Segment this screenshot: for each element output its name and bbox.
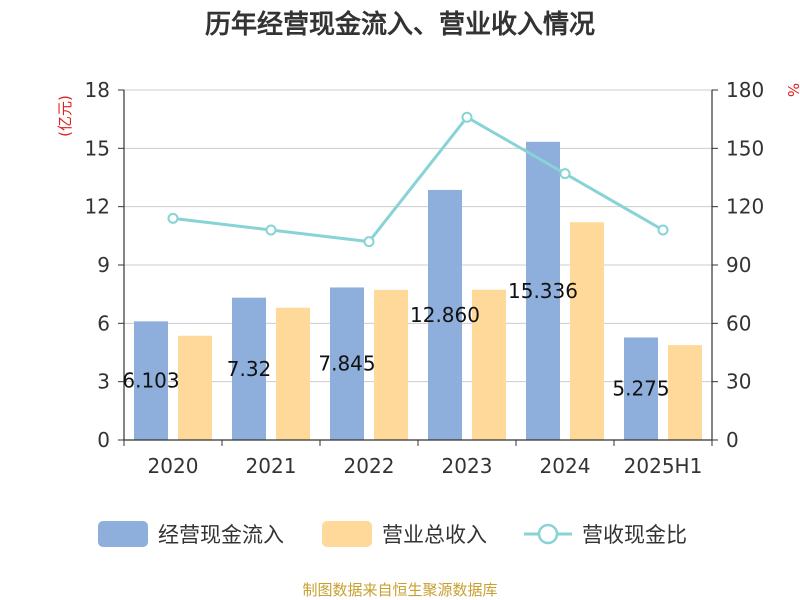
right-axis-unit: % [784,83,800,97]
bar-revenue [472,289,506,440]
left-tick-label: 9 [97,253,110,277]
x-tick-label: 2025H1 [624,454,703,478]
x-tick-label: 2023 [442,454,493,478]
legend-label: 经营现金流入 [158,523,284,547]
x-tick-label: 2022 [344,454,395,478]
left-tick-label: 15 [85,136,110,160]
bar-revenue [374,289,408,440]
grid-lines [124,89,712,383]
x-tick-label: 2021 [246,454,297,478]
legend: 经营现金流入 营业总收入 营收现金比 [98,521,687,547]
bar-revenue [668,345,702,440]
bar-revenue [178,335,212,440]
right-tick-label: 120 [726,195,764,219]
bar-data-label: 7.32 [227,357,272,381]
ratio-line [167,111,669,248]
left-axis-unit: (亿元) [56,95,74,137]
right-tick-label: 30 [726,370,751,394]
bar-cash-inflow [330,287,364,440]
bar-data-label: 7.845 [318,352,375,376]
ratio-line-path [172,115,664,244]
right-tick-label: 60 [726,311,751,335]
bar-cash-inflow [624,337,658,440]
bar-revenue [276,307,310,440]
bar-cash-inflow [526,141,560,441]
source-note: 制图数据来自恒生聚源数据库 [302,581,497,599]
chart-title: 历年经营现金流入、营业收入情况 [205,9,595,40]
bar-data-label: 12.860 [410,303,480,327]
left-tick-label: 3 [97,370,110,394]
bar-revenue [570,222,604,440]
x-tick-label: 2020 [148,454,199,478]
ratio-line-point [363,236,375,248]
bar-cash-inflow [134,321,168,440]
ratio-line-point [461,111,473,123]
bar-data-label: 15.336 [508,279,578,303]
legend-line-marker [537,523,559,545]
left-tick-label: 0 [97,428,110,452]
right-tick-label: 150 [726,136,764,160]
bar-data-label: 6.103 [122,369,179,393]
left-tick-label: 18 [85,78,110,102]
bar-cash-inflow [428,189,462,440]
ratio-line-point [265,224,277,236]
data-labels: 6.103 7.32 7.845 12.860 15.336 5.275 [122,279,669,401]
left-tick-label: 12 [85,195,110,219]
bar-cash-inflow [232,297,266,440]
x-tick-label: 2024 [540,454,591,478]
left-tick-label: 6 [97,311,110,335]
ratio-line-point [167,212,179,224]
ratio-line-point [657,224,669,236]
legend-label: 营业总收入 [382,523,487,547]
legend-swatch [322,521,372,547]
right-tick-label: 0 [726,428,739,452]
bars [134,141,702,441]
legend-swatch [98,521,148,547]
right-tick-label: 180 [726,78,764,102]
legend-label: 营收现金比 [582,523,687,547]
ratio-line-point [559,168,571,180]
bar-data-label: 5.275 [612,377,669,401]
right-tick-label: 90 [726,253,751,277]
